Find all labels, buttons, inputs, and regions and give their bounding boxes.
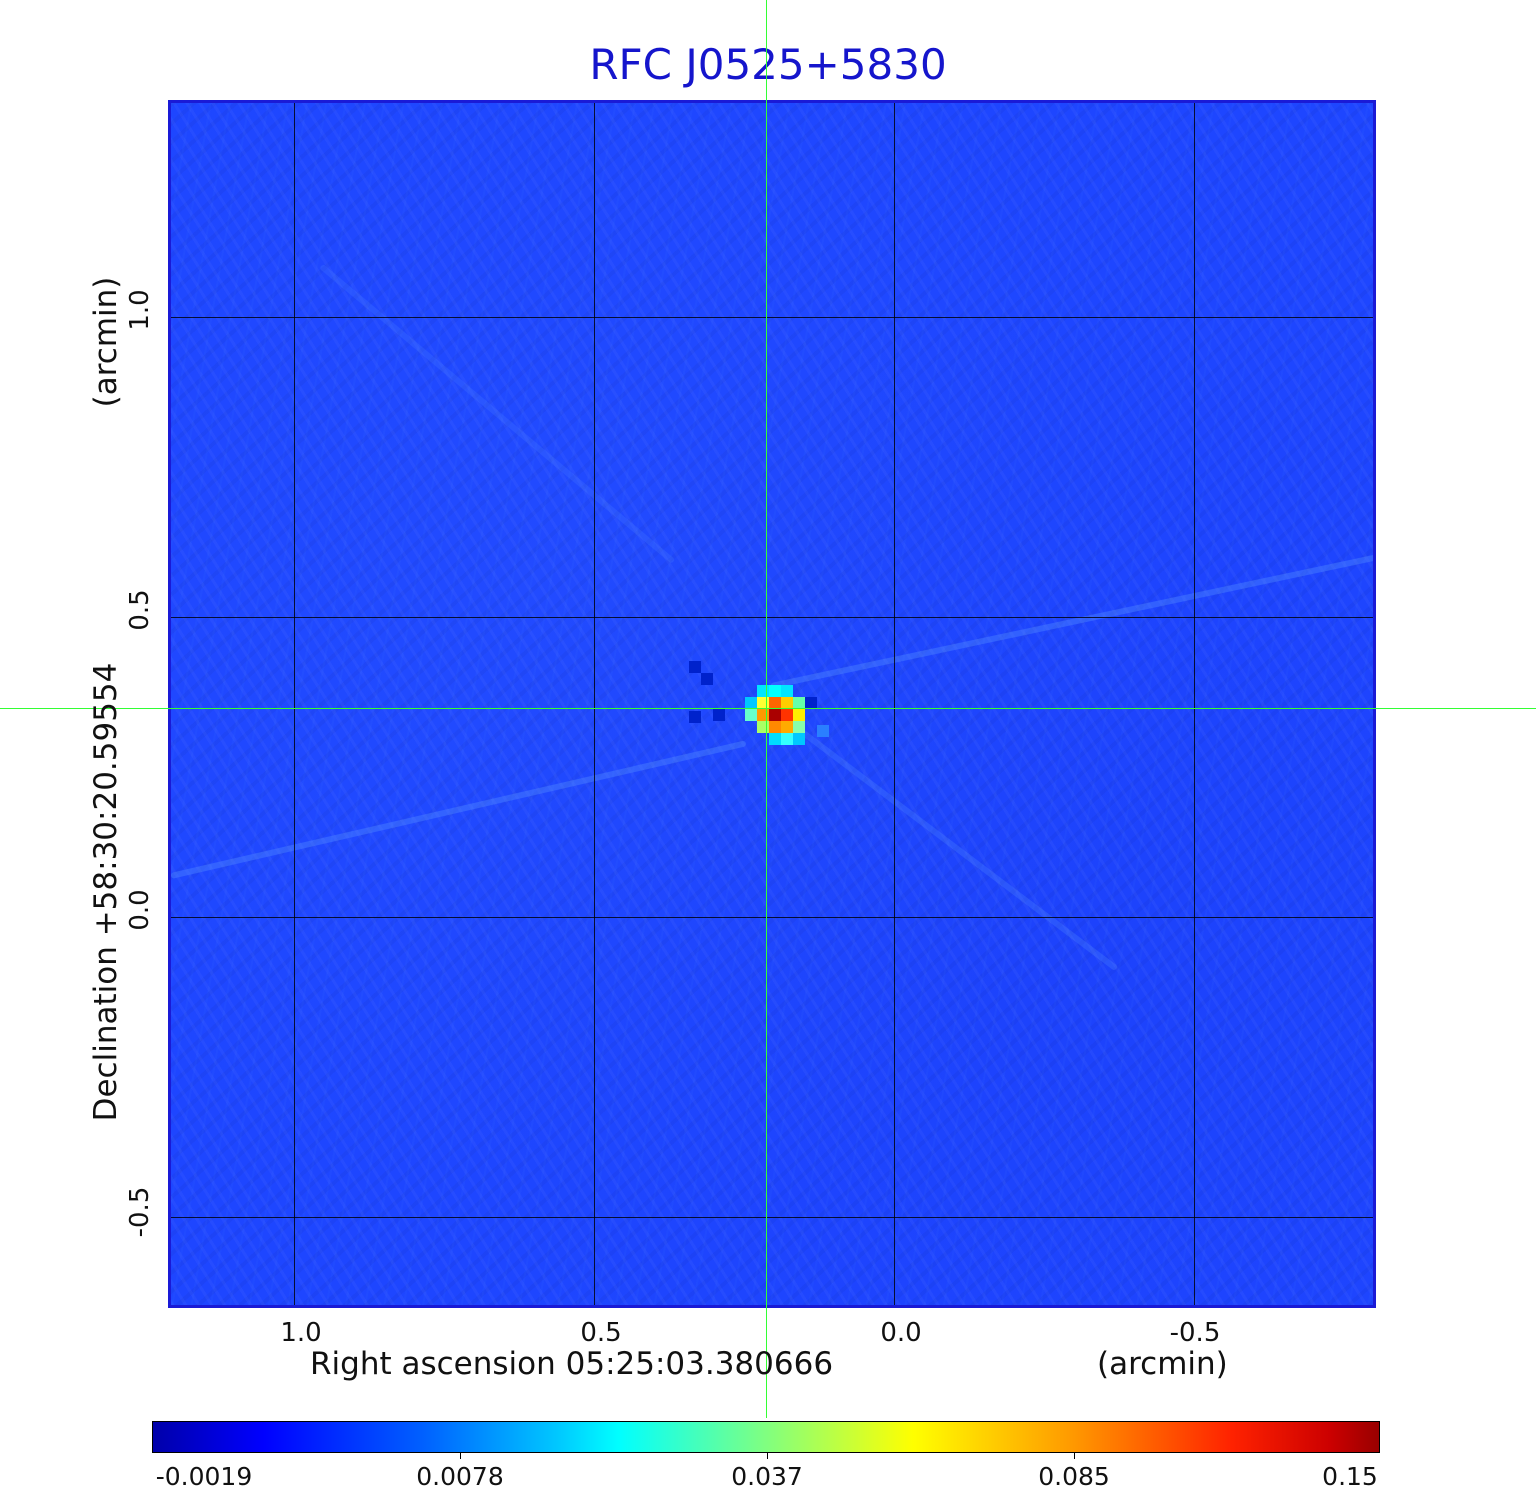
source-pixel bbox=[817, 725, 829, 737]
crosshair-horizontal bbox=[0, 708, 1536, 709]
source-pixel bbox=[757, 721, 769, 733]
source-pixel bbox=[689, 711, 701, 723]
x-tick-label: 1.0 bbox=[280, 1318, 322, 1348]
grid-line-horizontal bbox=[171, 1217, 1373, 1218]
y-axis-label: Declination +58:30:20.59554 bbox=[88, 662, 124, 1122]
source-pixel bbox=[793, 721, 805, 733]
grid-line-vertical bbox=[894, 103, 895, 1305]
x-tick-label: -0.5 bbox=[1169, 1318, 1221, 1348]
source-pixel bbox=[769, 685, 781, 697]
source-pixel bbox=[769, 697, 781, 709]
y-axis-unit: (arcmin) bbox=[88, 276, 124, 408]
colorbar-tick bbox=[1074, 1453, 1075, 1459]
y-tick-label: -0.5 bbox=[125, 1186, 155, 1238]
source-pixel bbox=[769, 733, 781, 745]
colorbar-label: 0.15 bbox=[1322, 1462, 1378, 1491]
grid-line-vertical bbox=[294, 103, 295, 1305]
x-axis-label: Right ascension 05:25:03.380666 bbox=[310, 1346, 834, 1382]
grid-line-horizontal bbox=[171, 917, 1373, 918]
source-pixel bbox=[793, 733, 805, 745]
source-pixel bbox=[745, 697, 757, 709]
source-pixel bbox=[769, 721, 781, 733]
grid-line-horizontal bbox=[171, 317, 1373, 318]
source-pixel bbox=[805, 697, 817, 709]
x-tick-label: 0.0 bbox=[880, 1318, 922, 1348]
source-pixel bbox=[713, 709, 725, 721]
source-pixel bbox=[701, 673, 713, 685]
source-pixel bbox=[793, 697, 805, 709]
source-pixel bbox=[781, 721, 793, 733]
colorbar-label: -0.0019 bbox=[155, 1462, 253, 1491]
source-pixel bbox=[757, 709, 769, 721]
colorbar-tick bbox=[767, 1453, 768, 1459]
colorbar-label: 0.037 bbox=[731, 1462, 803, 1491]
colorbar-label: 0.085 bbox=[1038, 1462, 1110, 1491]
radio-image-map bbox=[168, 100, 1376, 1308]
source-pixel bbox=[781, 697, 793, 709]
source-pixel bbox=[781, 685, 793, 697]
colorbar-label: 0.0078 bbox=[416, 1462, 504, 1491]
x-axis-unit: (arcmin) bbox=[1097, 1346, 1228, 1382]
crosshair-vertical bbox=[766, 0, 767, 1418]
source-pixel bbox=[781, 709, 793, 721]
source-pixel bbox=[793, 709, 805, 721]
source-pixel bbox=[745, 709, 757, 721]
source-pixel bbox=[781, 733, 793, 745]
plot-title: RFC J0525+5830 bbox=[589, 40, 947, 89]
colorbar bbox=[152, 1421, 1380, 1453]
colorbar-tick bbox=[460, 1453, 461, 1459]
y-tick-label: 0.0 bbox=[125, 889, 155, 931]
y-tick-label: 0.5 bbox=[125, 589, 155, 631]
source-pixel bbox=[689, 661, 701, 673]
grid-line-vertical bbox=[1194, 103, 1195, 1305]
x-tick-label: 0.5 bbox=[580, 1318, 622, 1348]
grid-line-vertical bbox=[594, 103, 595, 1305]
source-pixel bbox=[757, 685, 769, 697]
grid-line-horizontal bbox=[171, 617, 1373, 618]
source-pixel bbox=[769, 709, 781, 721]
y-tick-label: 1.0 bbox=[125, 289, 155, 331]
